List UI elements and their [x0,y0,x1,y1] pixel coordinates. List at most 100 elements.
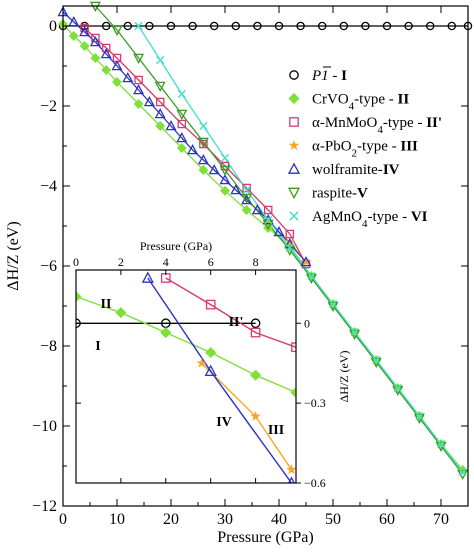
data-point [220,185,230,196]
data-point [101,43,111,53]
legend: P1 - I CrVO4-type - IIα-MnMoO4-type - II'… [287,66,442,230]
data-point [393,383,402,393]
inset-phase-label-2: II' [229,315,244,330]
legend-marker-4 [287,162,301,174]
data-point [143,96,155,107]
x-tick-label: 40 [271,511,287,528]
y-tick-label: −12 [32,498,57,515]
inset-series-line-1 [76,295,296,394]
data-point [361,21,370,31]
data-point [177,89,186,99]
y-tick-label: −10 [32,418,57,435]
data-point [273,226,285,237]
y-tick-label: −4 [40,178,57,195]
data-point [68,31,79,41]
data-point [415,411,424,421]
data-point [199,121,208,131]
x-tick-label: 50 [325,511,341,528]
plot-frame [62,5,469,507]
inset-y-tick-label: −0.3 [304,396,326,410]
legend-label-5: raspite-V [312,186,368,202]
inset-x-tick-label: 8 [253,255,259,269]
y-tick-label: −8 [40,338,57,355]
data-point [122,72,134,83]
inset-data [76,271,296,483]
inset-phase-label-1: II [101,297,112,312]
data-point [372,355,381,365]
data-point [111,60,123,71]
inset-phase-label-3: III [268,423,284,438]
data-point [198,165,209,175]
data-point [220,153,230,163]
legend-label-2: α-MnMoO4-type - II' [312,115,442,136]
inset-data-point [196,357,208,368]
data-point [187,144,199,155]
legend-label-1: CrVO4-type - II [312,92,409,113]
inset-data-point [141,271,154,283]
data-point [382,21,392,31]
data-point [155,121,166,131]
data-point [101,65,112,75]
inset-data-point [76,291,82,303]
series-line-2 [84,27,307,265]
inset-y-tick-label: −0.6 [304,476,326,490]
legend-label-0: P1 - I [311,68,347,84]
data-point [263,205,273,215]
data-point [447,21,457,31]
data-point [68,16,80,27]
data-point [296,21,305,31]
data-point [251,204,263,215]
legend-marker-6 [289,211,299,221]
data-point [241,193,253,204]
inset-frame-top [75,269,297,484]
x-tick-label: 10 [109,511,125,528]
data-point [301,256,311,267]
inset-x-tick-label: 6 [208,255,214,269]
y-tick-label: −6 [40,258,57,275]
inset-data-point [205,346,217,359]
data-point [264,215,273,225]
inset-data-point [205,299,216,310]
data-point [166,21,176,31]
data-point [284,236,295,247]
data-point [307,271,316,281]
data-point [89,36,101,47]
data-point [134,75,143,85]
inset-series-line-2 [165,277,296,348]
data-point [133,99,144,109]
data-point [154,108,166,119]
series-line-6 [138,25,464,473]
x-tick-label: 0 [59,511,67,528]
data-point [101,21,111,31]
data-point [285,243,294,253]
inset-data-point [250,327,261,338]
y-axis-label: ΔH/Z (eV) [5,221,22,290]
inset-data-point [250,410,262,422]
data-point [123,21,133,31]
data-point [91,33,100,43]
inset-x-tick-label: 2 [118,255,124,269]
data-point [458,467,467,477]
inset-data-point [115,307,127,319]
data-point [176,143,187,153]
data-point [262,214,274,225]
data-point [219,174,231,185]
x-axis-label: Pressure (GPa) [217,529,313,546]
data-point [188,21,197,31]
legend-marker-5 [287,187,301,200]
data-point [317,21,327,31]
data-point [208,164,220,175]
inset-data-point [160,327,172,339]
data-point [133,53,145,64]
inset-y-tick-label: 0 [304,316,310,330]
data-point [230,184,242,195]
data-point [339,21,349,31]
inset-x-tick-label: 0 [73,255,79,269]
data-point [253,21,262,31]
legend-marker-2 [289,117,299,127]
data-point [425,21,435,31]
inset-data-point [250,369,262,381]
data-point [242,183,251,193]
data-point [177,119,187,129]
